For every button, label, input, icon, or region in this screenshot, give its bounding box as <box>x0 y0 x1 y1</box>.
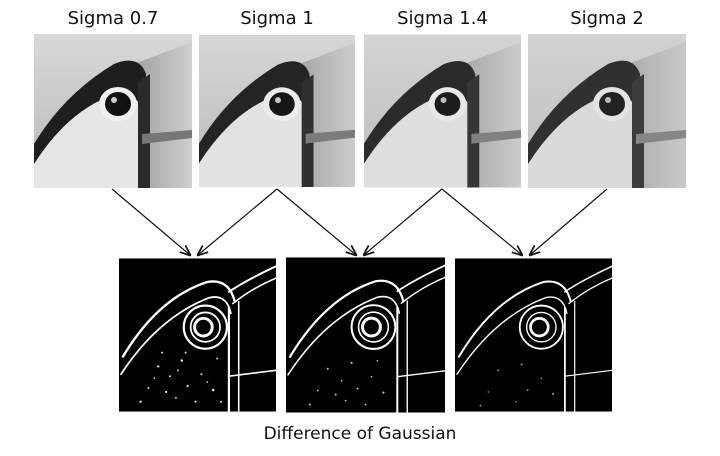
toucan-photo-sigma-0-7 <box>34 34 192 188</box>
toucan-photo-sigma-1-4 <box>364 34 521 188</box>
toucan-photo-sigma-2 <box>528 34 686 188</box>
diagram-caption: Difference of Gaussian <box>263 424 457 444</box>
toucan-photo-sigma-1 <box>199 34 355 188</box>
sigma-label-2: Sigma 1 <box>240 8 314 29</box>
arrow-3-to-dog-2 <box>364 188 443 255</box>
arrow-2-to-dog-1 <box>198 188 278 255</box>
arrow-3-to-dog-3 <box>441 188 522 255</box>
sigma-label-4: Sigma 2 <box>570 8 644 29</box>
sigma-label-1: Sigma 0.7 <box>67 8 159 29</box>
sigma-label-3: Sigma 1.4 <box>397 8 488 29</box>
arrow-2-to-dog-2 <box>276 188 356 255</box>
arrow-1-to-dog-1 <box>111 188 190 255</box>
arrow-4-to-dog-3 <box>530 188 608 255</box>
dog-image-3 <box>455 258 612 413</box>
dog-image-1 <box>119 258 276 413</box>
dog-image-2 <box>286 257 445 413</box>
